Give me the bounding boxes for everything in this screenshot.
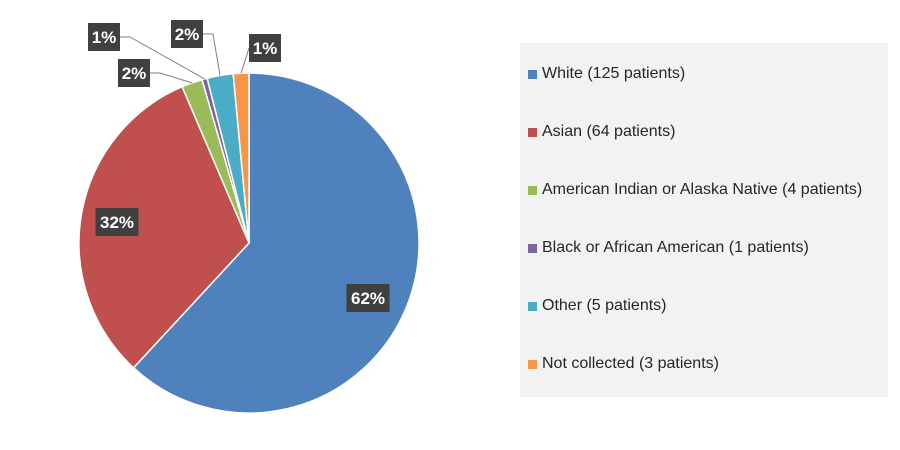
data-label-3: 1% — [88, 23, 120, 51]
pie-slice-0 — [132, 72, 420, 414]
legend-swatch — [528, 185, 537, 195]
legend-item-0: White (125 patients) — [528, 65, 685, 83]
legend-swatch — [528, 127, 537, 137]
data-label-1: 32% — [95, 208, 139, 236]
legend-label: American Indian or Alaska Native (4 pati… — [542, 181, 863, 198]
svg-text:32%: 32% — [100, 213, 134, 232]
legend-swatch — [528, 243, 537, 253]
svg-text:2%: 2% — [175, 25, 200, 44]
legend-item-2: American Indian or Alaska Native (4 pati… — [528, 181, 862, 199]
pie-slice-1 — [78, 85, 250, 369]
legend-label: Not collected (3 patients) — [542, 355, 719, 372]
data-labels: 62% 32% 2% 1% 2% 1% — [88, 20, 390, 312]
leader-lines — [120, 33, 250, 84]
leader-line-3 — [120, 36, 205, 80]
data-label-5: 1% — [249, 34, 281, 62]
legend-label: White (125 patients) — [542, 65, 686, 82]
legend-swatch — [528, 359, 537, 369]
leader-line-5 — [240, 47, 250, 74]
legend-item-5: Not collected (3 patients) — [528, 355, 719, 373]
data-label-4: 2% — [171, 20, 203, 48]
legend-label: Asian (64 patients) — [542, 123, 676, 140]
legend-item-3: Black or African American (1 patients) — [528, 239, 809, 257]
legend-swatch — [528, 69, 537, 79]
legend-item-4: Other (5 patients) — [528, 297, 667, 315]
svg-text:1%: 1% — [253, 39, 278, 58]
svg-text:1%: 1% — [92, 28, 117, 47]
legend-swatch — [528, 301, 537, 311]
legend-label: Black or African American (1 patients) — [542, 239, 809, 256]
pie-slices — [78, 72, 420, 414]
data-label-2: 2% — [118, 59, 150, 87]
data-label-0: 62% — [346, 284, 390, 312]
leader-line-4 — [203, 33, 221, 76]
leader-line-2 — [150, 72, 193, 84]
legend-item-1: Asian (64 patients) — [528, 123, 675, 141]
legend: White (125 patients) Asian (64 patients) A… — [520, 43, 888, 397]
legend-label: Other (5 patients) — [542, 297, 667, 314]
svg-text:2%: 2% — [122, 64, 147, 83]
svg-text:62%: 62% — [351, 289, 385, 308]
